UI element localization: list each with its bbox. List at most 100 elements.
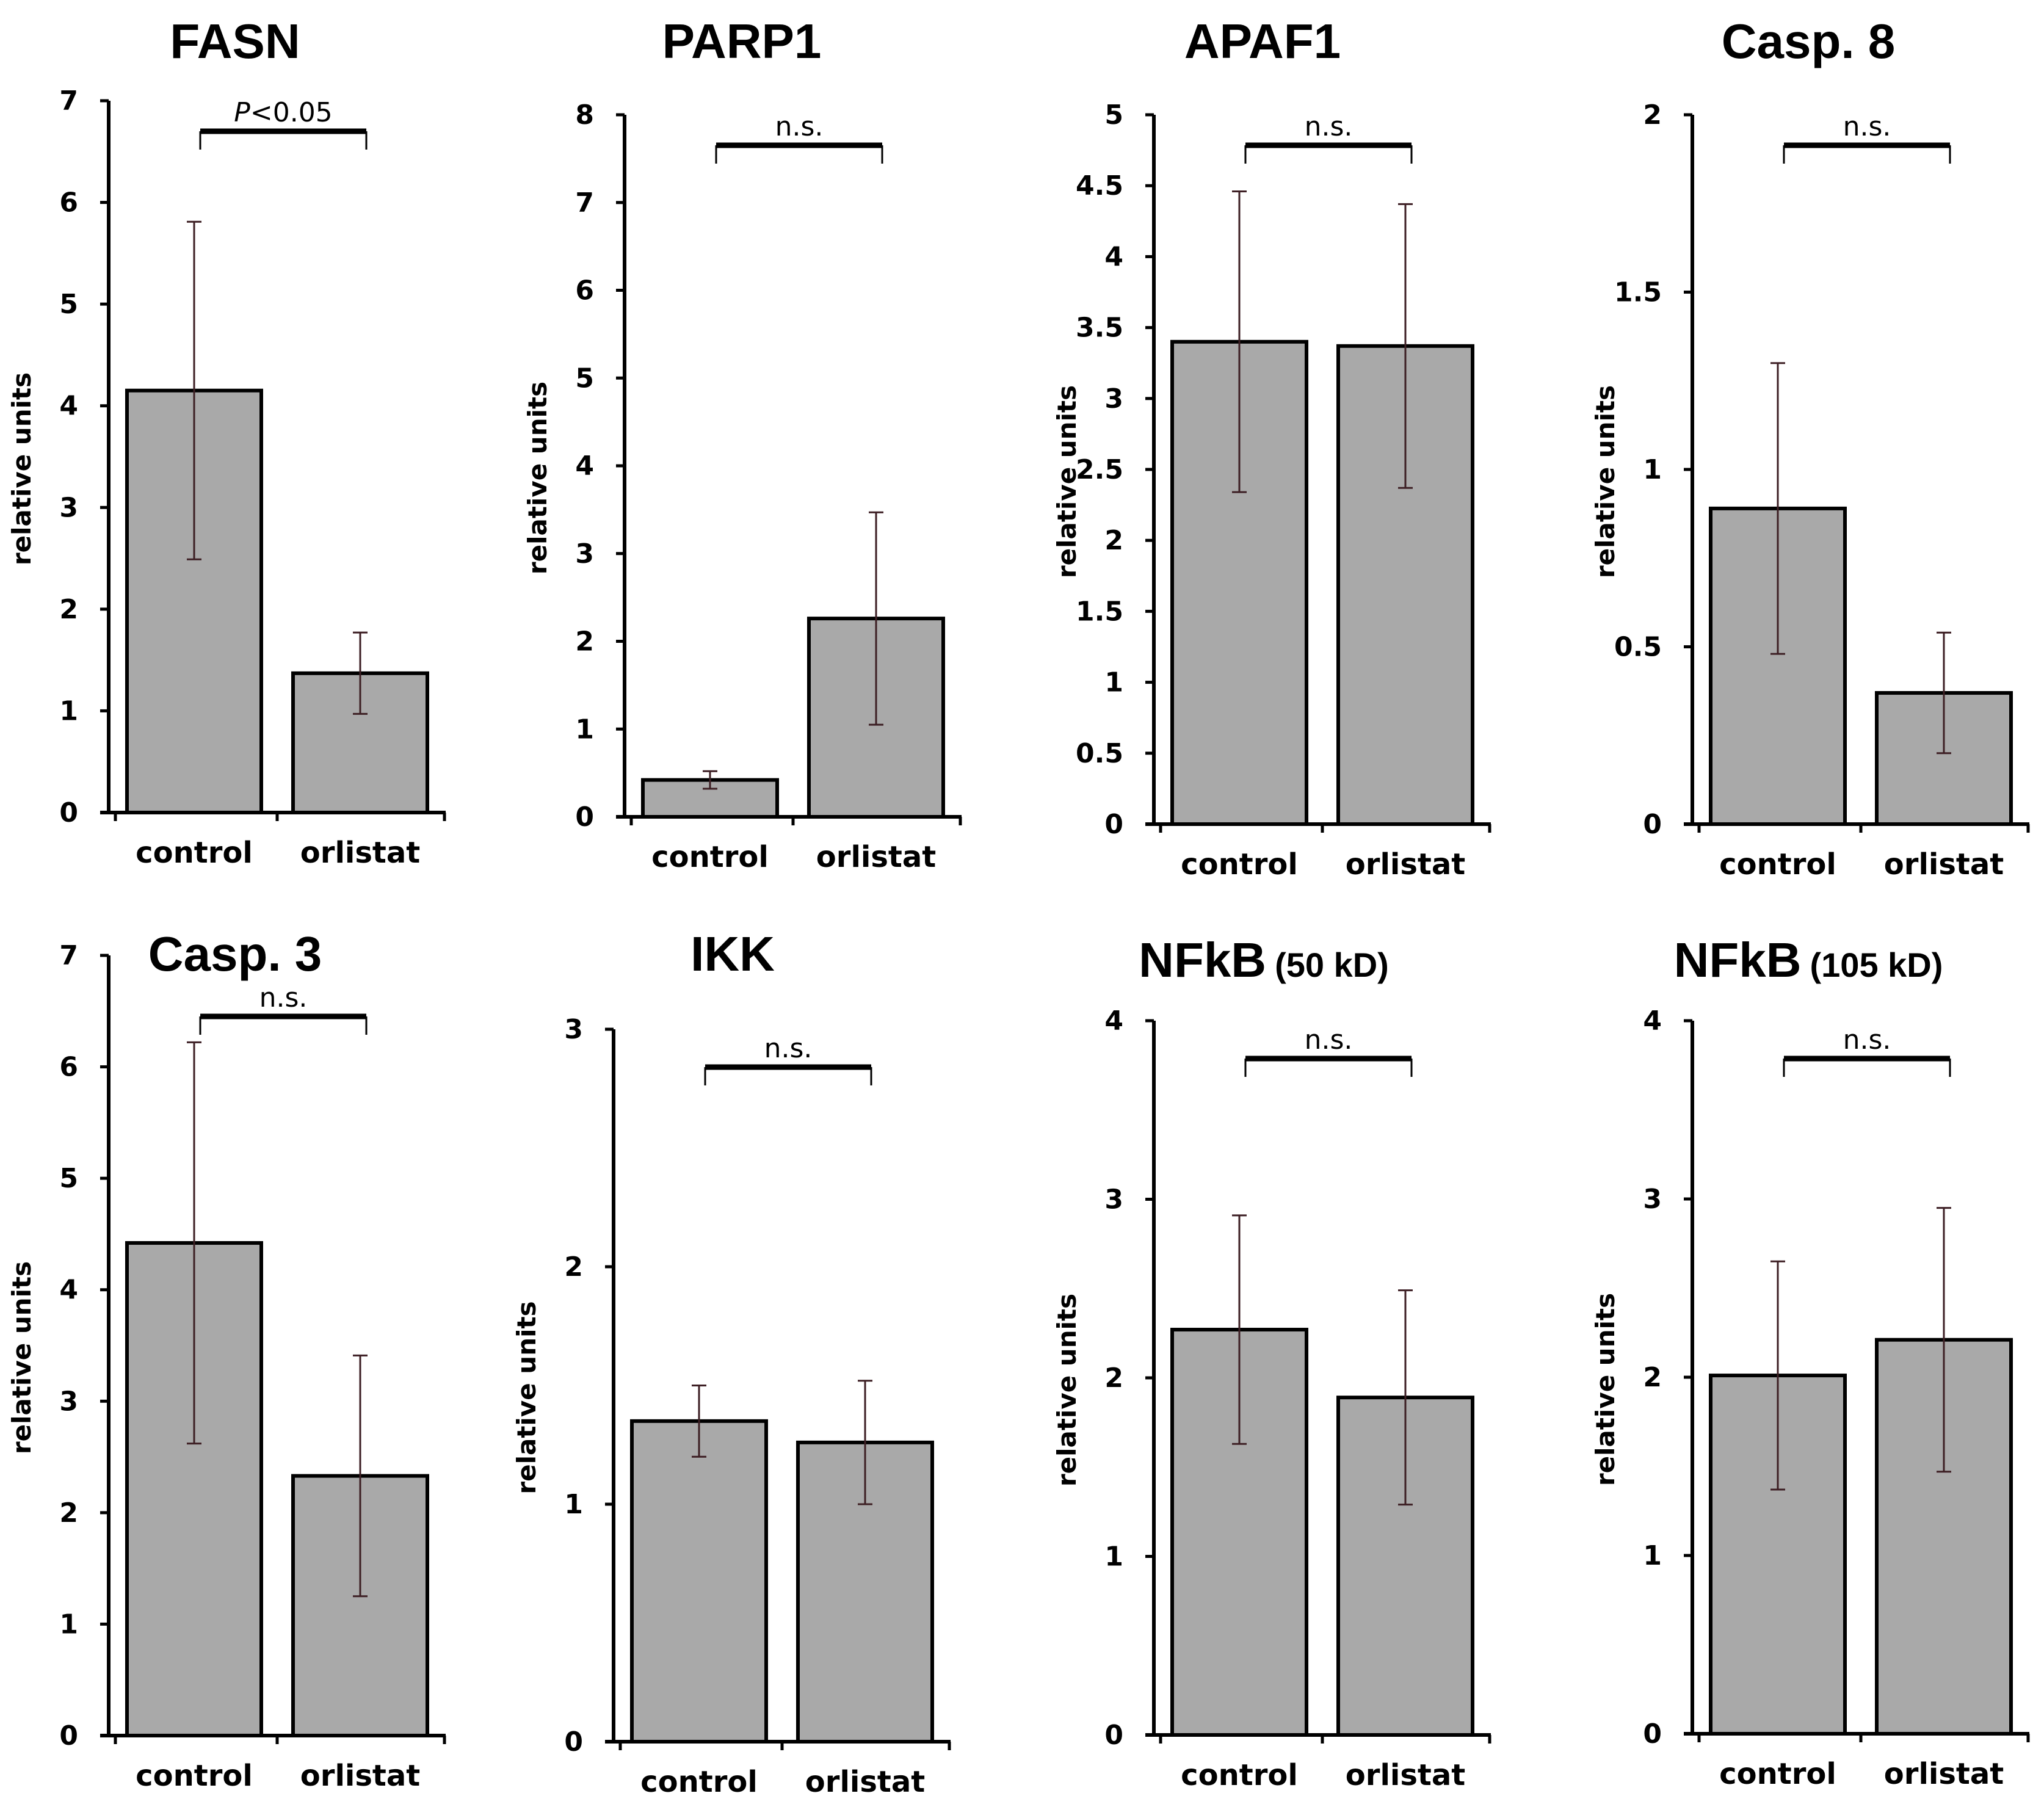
y-tick-label: 8 [575,100,594,131]
significance-label: n.s. [1305,1024,1353,1056]
y-tick-label: 0 [1104,809,1123,840]
significance-label: P<0.05 [234,97,332,128]
x-category-label: control [1181,1758,1298,1792]
y-tick-label: 0.5 [1614,632,1662,663]
x-category-label: control [136,1759,253,1793]
y-tick-label: 2 [575,626,594,657]
chart-title: FASN [170,14,300,68]
y-tick-label: 0 [1643,1718,1662,1750]
y-tick-label: 4 [59,391,78,422]
y-tick-label: 2.5 [1076,454,1123,485]
x-category-label: orlistat [1884,847,2004,882]
x-category-label: orlistat [1346,847,1465,882]
y-tick-label: 2 [59,594,78,625]
x-category-label: orlistat [805,1765,925,1799]
x-category-label: control [651,840,769,874]
chart-title-suffix: (105 kD) [1810,946,1943,984]
significance-threshold: <0.05 [250,97,333,128]
x-category-label: orlistat [1346,1758,1465,1792]
y-axis-label: relative units [7,1261,37,1454]
y-tick-label: 1 [59,695,78,726]
chart-title: IKK [690,927,775,981]
y-tick-label: 4 [1104,1005,1123,1037]
y-tick-label: 1 [1643,454,1662,485]
chart-title-main: FASN [170,14,300,68]
chart-title: NFkB (50 kD) [1139,933,1389,987]
y-tick-label: 5 [575,363,594,394]
y-tick-label: 3 [575,538,594,570]
y-tick-label: 4.5 [1076,170,1123,201]
y-tick-label: 0 [59,797,78,828]
y-tick-label: 3 [1104,1184,1123,1215]
chart-title-main: NFkB [1674,933,1802,987]
y-axis-label: relative units [1052,385,1082,578]
y-tick-label: 1 [575,714,594,745]
significance-label: n.s. [1843,111,1891,142]
significance-label: n.s. [764,1033,813,1064]
y-axis-label: relative units [1590,1293,1620,1486]
bar-control [630,1419,768,1744]
y-tick-label: 6 [59,1052,78,1083]
chart-title-main: Casp. 3 [148,927,322,981]
y-tick-label: 0 [1643,809,1662,840]
y-tick-label: 3 [1104,383,1123,415]
y-tick-label: 3.5 [1076,313,1123,344]
y-tick-label: 7 [59,85,78,117]
x-category-label: orlistat [816,840,936,874]
significance-label: n.s. [1305,111,1353,142]
y-tick-label: 2 [1104,1363,1123,1394]
chart-title-main: PARP1 [662,14,822,68]
y-tick-label: 0.5 [1076,738,1123,769]
y-tick-label: 3 [564,1014,583,1045]
chart-title: NFkB (105 kD) [1674,933,1943,987]
y-tick-label: 2 [1643,1362,1662,1393]
y-tick-label: 1 [59,1609,78,1640]
y-tick-label: 7 [575,187,594,219]
y-axis-label: relative units [1052,1294,1082,1487]
significance-label: n.s. [1843,1024,1891,1056]
x-category-label: control [1181,847,1298,882]
y-tick-label: 1.5 [1076,596,1123,627]
y-tick-label: 0 [1104,1720,1123,1751]
x-category-label: control [640,1765,758,1799]
y-tick-label: 6 [575,275,594,306]
x-category-label: control [1719,847,1836,882]
bar-orlistat [1875,1338,2013,1736]
y-tick-label: 7 [59,940,78,971]
y-tick-label: 2 [59,1497,78,1529]
chart-title: Casp. 8 [1722,14,1896,68]
chart-title: APAF1 [1184,14,1341,68]
y-tick-label: 5 [59,289,78,320]
y-tick-label: 3 [59,492,78,523]
y-tick-label: 4 [1104,241,1123,272]
y-tick-label: 2 [1643,100,1662,131]
y-tick-label: 1 [1104,667,1123,698]
y-tick-label: 1 [564,1489,583,1520]
y-tick-label: 5 [1104,100,1123,131]
y-tick-label: 2 [564,1251,583,1283]
y-tick-label: 6 [59,187,78,219]
y-tick-label: 0 [564,1726,583,1758]
chart-title-main: Casp. 8 [1722,14,1896,68]
y-tick-label: 0 [59,1720,78,1751]
y-axis-label: relative units [7,372,37,565]
y-tick-label: 4 [1643,1005,1662,1037]
chart-title-main: IKK [690,927,775,981]
y-tick-label: 3 [1643,1184,1662,1215]
y-tick-label: 4 [575,451,594,482]
y-axis-label: relative units [1590,385,1620,578]
x-category-label: control [1719,1757,1836,1791]
y-tick-label: 3 [59,1386,78,1417]
x-category-label: control [136,836,253,870]
chart-title: PARP1 [662,14,822,68]
chart-title-main: NFkB [1139,933,1266,987]
y-tick-label: 5 [59,1163,78,1194]
x-category-label: orlistat [300,1759,420,1793]
significance-label: n.s. [259,982,308,1013]
y-tick-label: 1 [1104,1541,1123,1573]
y-tick-label: 2 [1104,525,1123,556]
y-tick-label: 1 [1643,1540,1662,1571]
y-axis-label: relative units [512,1301,542,1494]
y-tick-label: 4 [59,1275,78,1306]
